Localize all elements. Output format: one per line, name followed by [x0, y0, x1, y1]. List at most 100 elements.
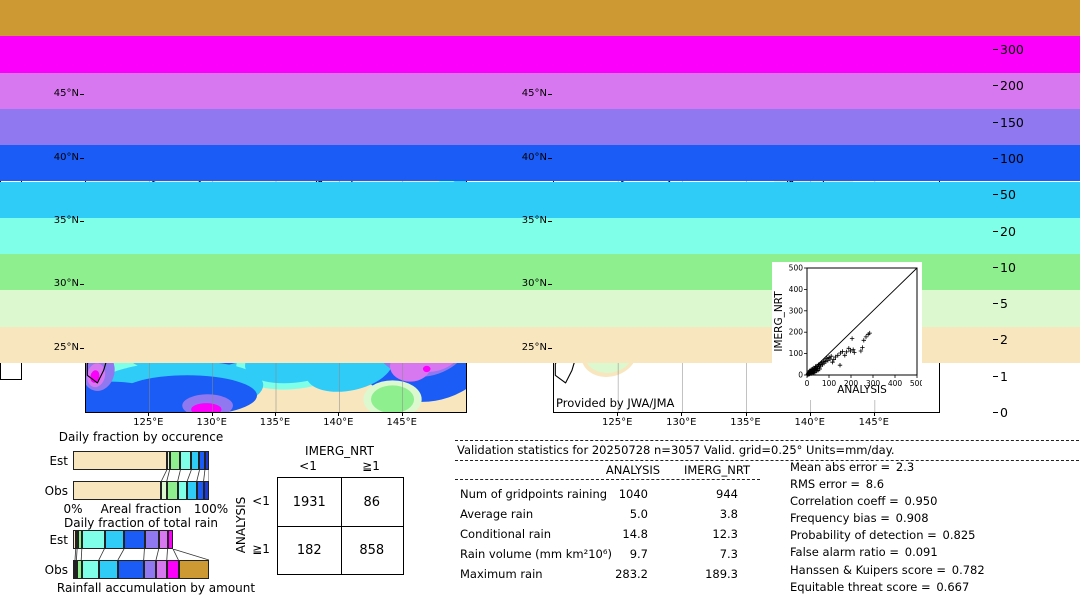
bar-connector [98, 549, 105, 560]
validation-imerg-value: 189.3 [705, 567, 738, 581]
totalrain-est-bar [73, 530, 173, 549]
y-tick-label: 30°N [521, 278, 547, 290]
bar-connector [203, 470, 206, 481]
validation-imerg-value: 944 [716, 487, 738, 501]
bar-segment [124, 530, 145, 549]
bar-segment [203, 481, 209, 500]
contingency-false-alarm: 86 [363, 495, 381, 510]
score-value: 0.782 [946, 562, 985, 577]
x-tick-mark [681, 412, 683, 416]
x-tick-label: 125°E [601, 417, 633, 428]
y-tick-mark [80, 347, 84, 349]
skill-score-list: Mean abs error = 2.3 RMS error = 8.6 Corre… [790, 460, 1078, 597]
bar-connector [76, 549, 78, 560]
y-tick-mark [548, 284, 552, 286]
occurrence-est-label: Est [49, 454, 68, 468]
validation-imerg-value: 3.8 [719, 507, 738, 521]
y-tick-mark [548, 221, 552, 222]
occurrence-axis-0: 0% [63, 502, 83, 516]
contingency-grid-hline [278, 526, 403, 528]
occurrence-axis-100: 100% [193, 502, 229, 516]
x-tick-label: 140°E [323, 417, 354, 428]
bar-segment [73, 481, 162, 500]
contingency-grid: 1931 86 182 858 [277, 477, 404, 575]
score-line: Equitable threat score = 0.667 [790, 580, 1078, 597]
validation-row-label: Average rain [460, 507, 534, 521]
score-label: Mean abs error = [790, 460, 891, 474]
colorbar-segment [0, 217, 1080, 255]
colorbar-tick-label: 10 [1000, 259, 1016, 275]
precip-region [422, 365, 431, 373]
bar-segment [75, 530, 78, 549]
colorbar-segment [0, 145, 1080, 182]
colorbar-segment [0, 36, 1080, 73]
inset-x-tick-label: 500 [910, 379, 922, 388]
score-label: Equitable threat score = [790, 579, 931, 594]
validation-row-label: Maximum rain [460, 567, 543, 581]
bar-segment [75, 560, 78, 579]
inset-x-tick-label: 400 [888, 379, 903, 388]
bar-connector [161, 470, 168, 481]
y-tick-label: 25°N [53, 341, 79, 353]
y-tick-mark [548, 347, 552, 349]
bar-connector [172, 549, 209, 560]
y-tick-label: 30°N [53, 278, 79, 290]
totalrain-connectors [74, 549, 209, 560]
inset-y-tick-label: 200 [789, 328, 804, 337]
x-tick-label: 125°E [133, 417, 164, 428]
score-line: False alarm ratio = 0.091 [790, 545, 1078, 562]
contingency-miss: 182 [296, 543, 322, 558]
colorbar-segment [0, 72, 1080, 109]
contingency-row-label-lt1: <1 [252, 494, 270, 508]
scatter-points [805, 330, 872, 377]
totalrain-obs-bar [73, 560, 209, 579]
bar-segment [180, 451, 192, 470]
bar-segment [177, 481, 188, 500]
score-label: Probability of detection = [790, 528, 937, 543]
bar-connector [166, 549, 168, 560]
colorbar-tick-mark [993, 266, 998, 268]
validation-imerg-value: 12.3 [712, 527, 738, 541]
score-line: Mean abs error = 2.3 [790, 460, 1078, 477]
y-tick-mark [80, 221, 84, 222]
occurrence-axis-label: Areal fraction [100, 502, 182, 516]
y-tick-mark [548, 157, 552, 159]
inset-y-tick-label: 500 [789, 264, 804, 273]
bar-segment [204, 451, 209, 470]
x-tick-mark [873, 412, 875, 416]
colorbar-tick-label: 1 [1000, 368, 1008, 384]
bar-segment [167, 530, 173, 549]
colorbar-tick-label: 2 [1000, 332, 1008, 348]
bar-segment [99, 560, 119, 579]
y-tick-label: 25°N [521, 341, 547, 353]
validation-analysis-value: 14.8 [622, 527, 648, 541]
credit-text: Provided by JWA/JMA [556, 396, 675, 410]
score-value: 0.950 [898, 494, 938, 509]
y-tick-label: 45°N [521, 88, 547, 100]
bar-segment [73, 451, 167, 470]
bar-connector [186, 470, 192, 481]
score-label: False alarm ratio = [790, 545, 900, 560]
inset-y-tick-label: 400 [789, 285, 804, 294]
bar-segment [81, 560, 100, 579]
contingency-row-header: ANALYSIS [234, 496, 248, 554]
colorbar-tick-label: 200 [1000, 78, 1024, 94]
x-tick-mark [338, 412, 340, 416]
x-tick-mark [148, 412, 150, 416]
validation-row: Maximum rain 283.2 189.3 [455, 567, 785, 587]
bar-segment [118, 560, 145, 579]
bar-segment [187, 481, 197, 500]
y-tick-mark [80, 157, 84, 159]
score-label: RMS error = [790, 477, 860, 492]
colorbar-tick-mark [993, 194, 998, 196]
bar-segment [158, 530, 168, 549]
totalrain-est-label: Est [49, 533, 68, 547]
bar-segment [156, 560, 168, 579]
y-tick-label: 35°N [53, 215, 79, 226]
colorbar-segment [0, 0, 1080, 37]
score-line: Frequency bias = 0.908 [790, 511, 1078, 528]
bar-connector [80, 549, 83, 560]
x-tick-mark [275, 412, 276, 416]
bar-segment [166, 481, 178, 500]
contingency-col-label-ge1: ≧1 [362, 459, 380, 473]
